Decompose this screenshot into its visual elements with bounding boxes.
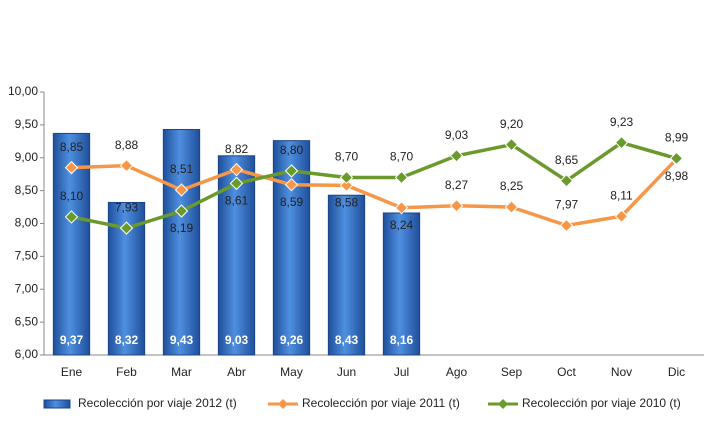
point-label: 9,03 xyxy=(445,128,469,142)
point xyxy=(394,201,409,215)
legend-label: Recolección por viaje 2012 (t) xyxy=(78,396,237,410)
point xyxy=(449,199,464,213)
point-label: 8,80 xyxy=(280,143,304,157)
point xyxy=(284,178,299,192)
point-label: 8,11 xyxy=(610,188,633,202)
bar-label: 9,37 xyxy=(60,333,84,347)
point xyxy=(64,160,79,175)
x-tick-label: Jul xyxy=(394,365,409,379)
bar-label: 8,16 xyxy=(390,333,414,347)
point xyxy=(229,176,244,191)
x-tick-label: May xyxy=(280,365,303,379)
line xyxy=(71,140,677,230)
point-label: 8,10 xyxy=(60,189,84,203)
point xyxy=(504,200,519,214)
y-tick-label: 6,50 xyxy=(15,314,39,328)
x-tick-label: Mar xyxy=(171,365,192,379)
line xyxy=(71,157,678,228)
y-tick-label: 8,00 xyxy=(15,216,39,230)
legend-swatch xyxy=(43,399,71,409)
bar-label: 9,03 xyxy=(225,333,249,347)
x-tick-label: Oct xyxy=(557,365,576,379)
point xyxy=(339,170,354,185)
point xyxy=(614,135,629,150)
point xyxy=(614,209,629,223)
bar xyxy=(327,194,366,356)
y-tick-label: 9,50 xyxy=(15,117,39,131)
point-label: 8,98 xyxy=(665,169,689,183)
bar-label: 8,32 xyxy=(115,333,139,347)
point-label: 8,99 xyxy=(665,131,689,145)
point xyxy=(229,162,244,177)
point-label: 8,27 xyxy=(445,178,469,192)
point-label: 8,88 xyxy=(115,138,139,152)
point xyxy=(64,210,79,224)
x-tick-label: Nov xyxy=(611,365,632,379)
legend-label: Recolección por viaje 2011 (t) xyxy=(302,396,460,410)
y-tick-label: 7,50 xyxy=(15,249,39,263)
x-tick-label: Abr xyxy=(227,365,246,379)
point-label: 8,19 xyxy=(170,221,194,235)
legend-label: Recolección por viaje 2010 (t) xyxy=(522,396,681,410)
point-label: 8,85 xyxy=(60,140,84,154)
x-tick-label: Jun xyxy=(337,365,356,379)
point xyxy=(174,204,189,218)
bar-label: 9,43 xyxy=(170,333,194,347)
point-label: 8,58 xyxy=(335,196,359,210)
point xyxy=(284,164,299,178)
y-tick-label: 10,00 xyxy=(8,84,38,98)
point-label: 8,70 xyxy=(335,150,359,164)
point xyxy=(339,178,354,193)
bar xyxy=(162,128,201,356)
point xyxy=(174,183,189,197)
x-tick-label: Dic xyxy=(668,365,685,379)
point xyxy=(119,221,134,235)
x-tick-label: Sep xyxy=(501,365,523,379)
x-tick-label: Ene xyxy=(61,365,83,379)
point xyxy=(504,137,519,152)
legend-marker xyxy=(278,399,288,409)
x-tick-label: Feb xyxy=(116,365,137,379)
point xyxy=(559,218,574,233)
point-label: 8,61 xyxy=(225,194,249,208)
point-label: 8,51 xyxy=(170,162,194,176)
point-label: 8,70 xyxy=(390,150,414,164)
point xyxy=(119,158,134,173)
point xyxy=(449,149,464,163)
y-tick-label: 8,50 xyxy=(15,183,39,197)
point xyxy=(394,170,409,185)
bar-label: 9,26 xyxy=(280,333,304,347)
point-label: 7,93 xyxy=(115,200,139,214)
legend-marker xyxy=(498,399,508,409)
point-label: 8,65 xyxy=(555,153,579,167)
bar-label: 8,43 xyxy=(335,333,359,347)
y-tick-label: 6,00 xyxy=(15,347,39,361)
point-label: 7,97 xyxy=(555,198,579,212)
point-label: 8,25 xyxy=(500,179,524,193)
point-label: 8,59 xyxy=(280,195,304,209)
x-tick-label: Ago xyxy=(446,365,468,379)
point-label: 9,23 xyxy=(610,115,634,129)
point xyxy=(559,174,574,188)
y-tick-label: 9,00 xyxy=(15,150,39,164)
y-tick-label: 7,00 xyxy=(15,281,39,295)
point-label: 9,20 xyxy=(500,117,524,131)
point-label: 8,82 xyxy=(225,142,249,156)
point xyxy=(669,151,684,166)
point-label: 8,24 xyxy=(390,218,414,232)
